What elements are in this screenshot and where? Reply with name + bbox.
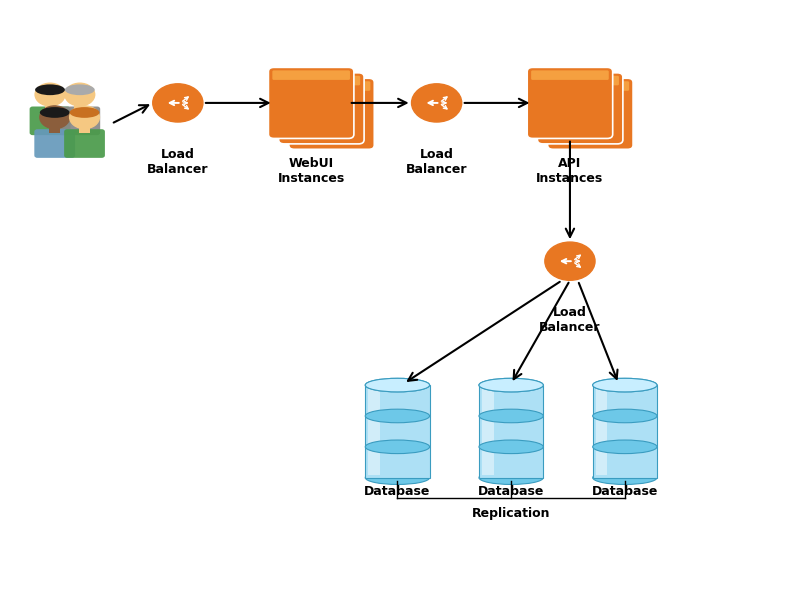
FancyBboxPatch shape — [268, 67, 354, 139]
Text: Load
Balancer: Load Balancer — [539, 306, 600, 334]
Bar — [74, 103, 85, 110]
Ellipse shape — [593, 379, 657, 392]
Bar — [482, 419, 493, 444]
Text: Database: Database — [478, 485, 545, 498]
Ellipse shape — [365, 379, 430, 392]
Bar — [593, 416, 657, 447]
Text: Load
Balancer: Load Balancer — [147, 148, 209, 176]
Bar — [365, 447, 430, 478]
FancyBboxPatch shape — [531, 70, 609, 80]
Bar — [482, 388, 493, 413]
Ellipse shape — [69, 107, 99, 118]
Bar — [368, 388, 380, 413]
Circle shape — [40, 106, 69, 128]
FancyBboxPatch shape — [538, 73, 623, 144]
Bar — [596, 388, 608, 413]
Circle shape — [545, 242, 595, 280]
Ellipse shape — [479, 379, 543, 392]
FancyBboxPatch shape — [548, 78, 633, 149]
Bar — [50, 125, 61, 133]
Bar — [79, 125, 90, 133]
Ellipse shape — [593, 440, 657, 454]
Ellipse shape — [365, 471, 430, 484]
Bar — [593, 385, 657, 416]
Bar — [365, 385, 430, 416]
Ellipse shape — [40, 107, 69, 118]
Text: WebUI
Instances: WebUI Instances — [278, 157, 345, 185]
Text: Load
Balancer: Load Balancer — [406, 148, 467, 176]
Ellipse shape — [593, 379, 657, 392]
Text: Replication: Replication — [472, 506, 550, 520]
Bar — [479, 447, 543, 478]
FancyBboxPatch shape — [283, 76, 360, 85]
FancyBboxPatch shape — [60, 107, 100, 135]
Circle shape — [69, 106, 99, 128]
Bar — [45, 103, 56, 110]
Circle shape — [65, 83, 94, 106]
FancyBboxPatch shape — [552, 81, 629, 91]
Bar — [368, 419, 380, 444]
Bar — [479, 385, 543, 416]
FancyBboxPatch shape — [64, 129, 105, 158]
Bar — [368, 450, 380, 475]
Ellipse shape — [365, 409, 430, 423]
FancyBboxPatch shape — [30, 107, 70, 135]
FancyBboxPatch shape — [35, 129, 75, 158]
Bar — [596, 450, 608, 475]
Bar — [479, 416, 543, 447]
Ellipse shape — [479, 409, 543, 423]
Text: Database: Database — [592, 485, 658, 498]
Circle shape — [153, 84, 203, 122]
Bar — [482, 450, 493, 475]
Ellipse shape — [479, 440, 543, 454]
Ellipse shape — [593, 471, 657, 484]
Ellipse shape — [365, 440, 430, 454]
Ellipse shape — [479, 379, 543, 392]
FancyBboxPatch shape — [289, 78, 375, 149]
Bar — [596, 419, 608, 444]
Circle shape — [412, 84, 462, 122]
Ellipse shape — [479, 471, 543, 484]
FancyBboxPatch shape — [293, 81, 371, 91]
Text: Database: Database — [364, 485, 430, 498]
FancyBboxPatch shape — [527, 67, 613, 139]
Text: API
Instances: API Instances — [536, 157, 604, 185]
Circle shape — [35, 83, 65, 106]
FancyBboxPatch shape — [279, 73, 364, 144]
Ellipse shape — [35, 85, 65, 95]
Bar — [593, 447, 657, 478]
Ellipse shape — [65, 85, 94, 95]
FancyBboxPatch shape — [272, 70, 350, 80]
Bar — [365, 416, 430, 447]
Ellipse shape — [365, 379, 430, 392]
FancyBboxPatch shape — [541, 76, 619, 85]
Ellipse shape — [593, 409, 657, 423]
